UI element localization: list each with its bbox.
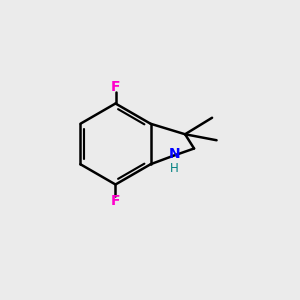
Text: N: N — [169, 147, 180, 161]
Text: H: H — [170, 162, 179, 175]
Text: F: F — [111, 194, 120, 208]
Text: F: F — [111, 80, 120, 94]
